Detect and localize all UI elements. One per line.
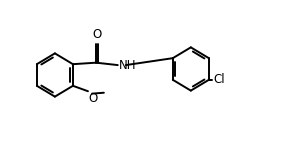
- Text: O: O: [88, 92, 98, 105]
- Text: O: O: [93, 28, 102, 41]
- Text: Cl: Cl: [213, 73, 225, 86]
- Text: NH: NH: [119, 59, 136, 72]
